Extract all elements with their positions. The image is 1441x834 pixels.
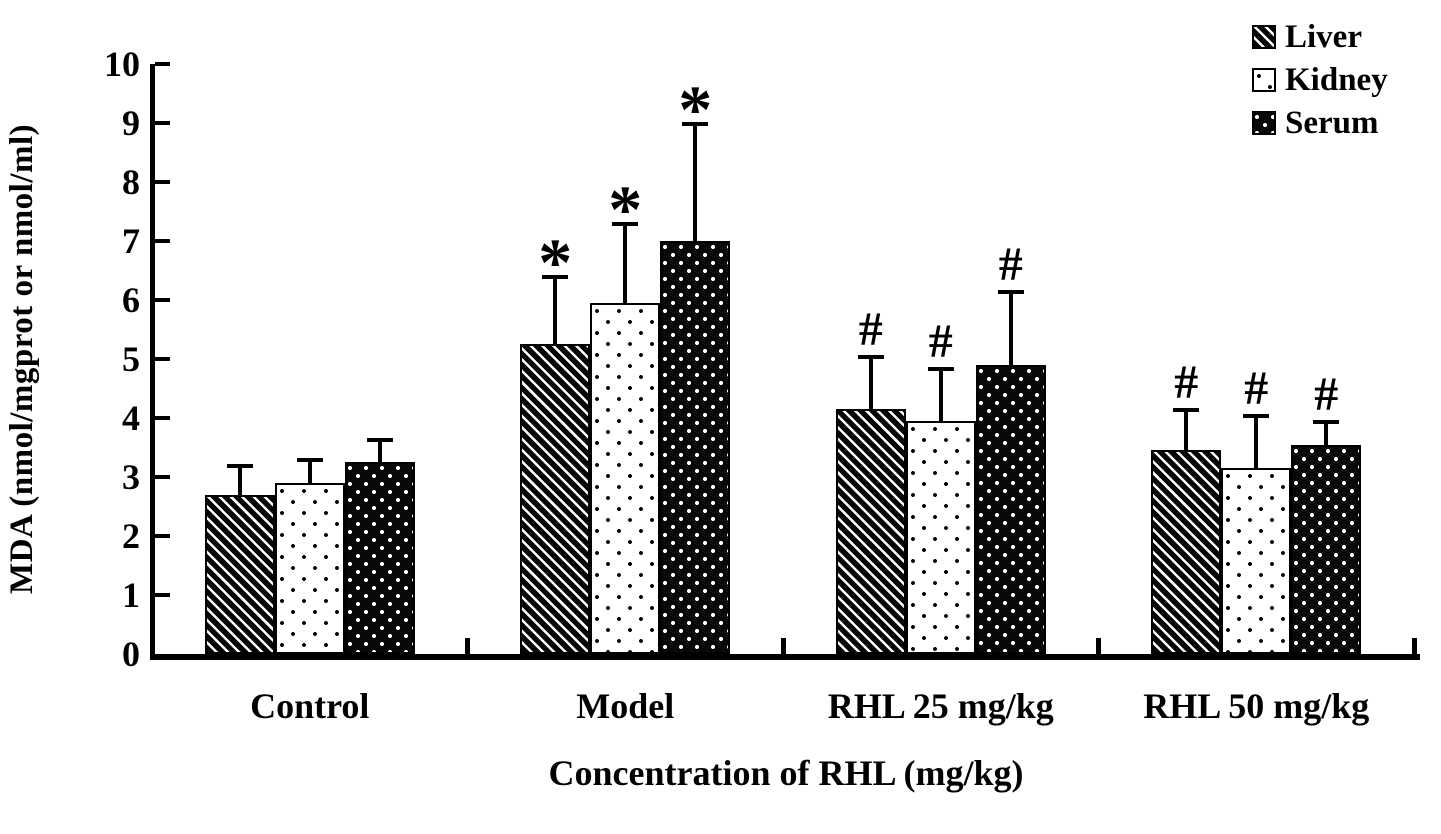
- error-bar-line: [623, 223, 628, 307]
- error-bar-line: [307, 459, 312, 487]
- significance-star: *: [678, 71, 713, 147]
- y-axis-tick: [155, 62, 170, 66]
- bar-kidney: [590, 302, 661, 654]
- significance-star: *: [538, 224, 573, 301]
- y-axis-tick: [155, 298, 170, 302]
- error-bar-line: [1324, 420, 1329, 449]
- bar-kidney: [1221, 468, 1292, 654]
- y-tick-label: 1: [122, 575, 140, 615]
- error-bar-line: [1008, 291, 1013, 369]
- error-bar-line: [237, 465, 242, 499]
- x-axis-tick: [465, 638, 470, 654]
- x-axis-tick: [780, 638, 786, 654]
- y-tick-label: 2: [122, 516, 140, 556]
- error-bar-line: [693, 123, 698, 245]
- bar-kidney: [905, 420, 976, 654]
- y-tick-label: 9: [122, 103, 140, 143]
- legend-swatch-kidney-icon: [1252, 68, 1276, 92]
- y-axis-title: MDA (nmol/mgprot or nmol/ml): [4, 123, 40, 595]
- significance-star: *: [608, 171, 643, 248]
- y-tick-label: 7: [122, 221, 140, 261]
- error-bar-line: [868, 356, 873, 414]
- bar-liver: [1151, 450, 1222, 654]
- x-axis-line: [150, 654, 1420, 660]
- y-axis-line: [150, 64, 155, 660]
- bar-serum: [1291, 444, 1362, 654]
- legend-item-liver: Liver: [1252, 20, 1388, 54]
- significance-hash: #: [1174, 356, 1199, 410]
- y-tick-label: 5: [122, 339, 140, 379]
- error-bar-cap: [296, 458, 323, 463]
- error-bar-cap: [857, 355, 884, 360]
- legend-label-kidney: Kidney: [1285, 62, 1388, 98]
- x-category-label: Model: [576, 686, 675, 726]
- bar-liver: [204, 494, 275, 654]
- legend-label-serum: Serum: [1285, 105, 1379, 141]
- error-bar-line: [1254, 415, 1259, 473]
- x-axis-tick: [1411, 638, 1417, 654]
- error-bar-line: [377, 438, 382, 467]
- bar-serum: [660, 241, 731, 654]
- error-bar-line: [553, 276, 558, 349]
- significance-hash: #: [1314, 367, 1339, 421]
- significance-hash: #: [858, 303, 883, 357]
- y-tick-label: 4: [122, 398, 140, 438]
- error-bar-cap: [1313, 419, 1340, 424]
- bar-kidney: [274, 482, 345, 654]
- error-bar-cap: [612, 222, 639, 227]
- error-bar-line: [938, 367, 943, 425]
- legend-swatch-liver-icon: [1252, 25, 1276, 49]
- x-axis-tick: [1096, 638, 1101, 654]
- bar-liver: [520, 344, 591, 654]
- legend-item-kidney: Kidney: [1252, 63, 1388, 97]
- y-tick-label: 0: [122, 634, 140, 674]
- x-axis-title: Concentration of RHL (mg/kg): [548, 753, 1024, 793]
- y-axis-tick: [155, 180, 170, 184]
- legend: Liver Kidney Serum: [1252, 20, 1388, 140]
- y-axis-tick: [155, 121, 170, 125]
- y-tick-label: 8: [122, 162, 140, 202]
- error-bar-cap: [1243, 414, 1270, 419]
- x-category-label: RHL 25 mg/kg: [827, 686, 1054, 726]
- legend-swatch-serum-icon: [1252, 111, 1276, 135]
- y-axis-tick: [155, 593, 170, 597]
- x-category-label: Control: [250, 686, 370, 726]
- error-bar-cap: [542, 275, 569, 280]
- error-bar-cap: [366, 437, 393, 442]
- y-axis-tick: [155, 475, 170, 479]
- y-axis-tick: [155, 534, 170, 538]
- y-axis-tick: [155, 357, 170, 361]
- significance-hash: #: [998, 238, 1023, 292]
- y-tick-label: 3: [122, 457, 140, 497]
- bar-serum: [975, 364, 1046, 654]
- significance-hash: #: [928, 314, 953, 368]
- error-bar-cap: [682, 122, 709, 126]
- legend-item-serum: Serum: [1252, 106, 1388, 140]
- error-bar-cap: [997, 290, 1024, 295]
- error-bar-line: [1184, 409, 1189, 455]
- y-axis-tick: [155, 416, 170, 420]
- significance-hash: #: [1244, 362, 1269, 416]
- bar-liver: [835, 409, 906, 654]
- y-tick-label: 10: [104, 44, 140, 84]
- bar-serum: [344, 462, 415, 654]
- error-bar-cap: [927, 366, 954, 371]
- error-bar-cap: [226, 464, 253, 469]
- y-tick-label: 6: [122, 280, 140, 320]
- error-bar-cap: [1173, 408, 1200, 413]
- legend-label-liver: Liver: [1285, 19, 1362, 55]
- x-category-label: RHL 50 mg/kg: [1143, 686, 1370, 726]
- y-axis-tick: [155, 239, 170, 243]
